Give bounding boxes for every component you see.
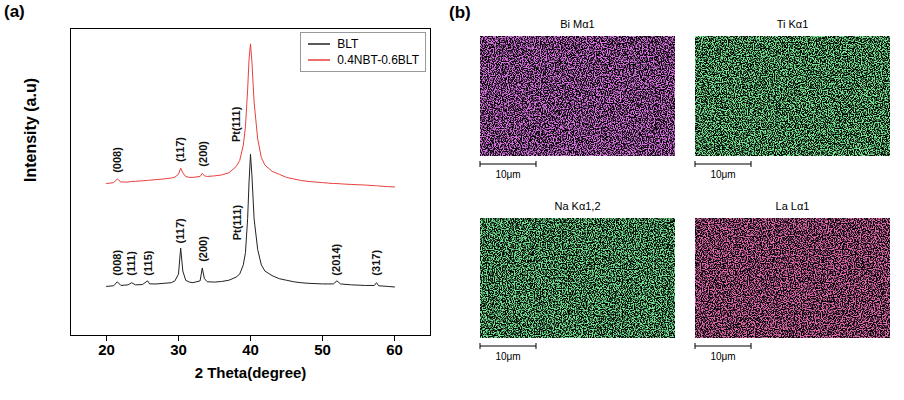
html-text:BLT: BLT <box>337 37 359 51</box>
svg-text:60: 60 <box>386 341 403 358</box>
svg-text:(117): (117) <box>174 218 186 243</box>
svg-text:(200): (200) <box>197 141 209 167</box>
svg-text:La Lα1: La Lα1 <box>776 200 810 212</box>
svg-text:(200): (200) <box>197 236 209 262</box>
svg-text:Ti Kα1: Ti Kα1 <box>777 18 809 30</box>
svg-text:20: 20 <box>98 341 115 358</box>
svg-text:10μm: 10μm <box>710 351 735 362</box>
svg-text:(2014): (2014) <box>330 244 342 276</box>
svg-text:(115): (115) <box>142 250 154 275</box>
svg-text:Na Kα1,2: Na Kα1,2 <box>554 200 600 212</box>
svg-text:Pt(111): Pt(111) <box>231 205 243 241</box>
svg-text:10μm: 10μm <box>710 169 735 180</box>
svg-text:10μm: 10μm <box>495 351 520 362</box>
svg-text:(111): (111) <box>125 251 137 276</box>
svg-text:30: 30 <box>170 341 187 358</box>
svg-text:50: 50 <box>314 341 331 358</box>
svg-text:(008): (008) <box>111 250 123 276</box>
svg-text:Bi Mα1: Bi Mα1 <box>560 18 594 30</box>
svg-text:(317): (317) <box>370 250 382 276</box>
svg-text:10μm: 10μm <box>495 169 520 180</box>
svg-text:(008): (008) <box>111 147 123 173</box>
html-text:(a): (a) <box>4 2 25 21</box>
svg-text:(117): (117) <box>174 137 186 162</box>
svg-text:Pt(111): Pt(111) <box>230 106 242 142</box>
html-text:0.4NBT-0.6BLT: 0.4NBT-0.6BLT <box>337 53 419 67</box>
svg-text:40: 40 <box>242 341 259 358</box>
svg-text:2 Theta(degree): 2 Theta(degree) <box>195 364 307 381</box>
svg-text:(b): (b) <box>449 3 471 22</box>
svg-text:Intensity (a.u): Intensity (a.u) <box>22 78 39 182</box>
